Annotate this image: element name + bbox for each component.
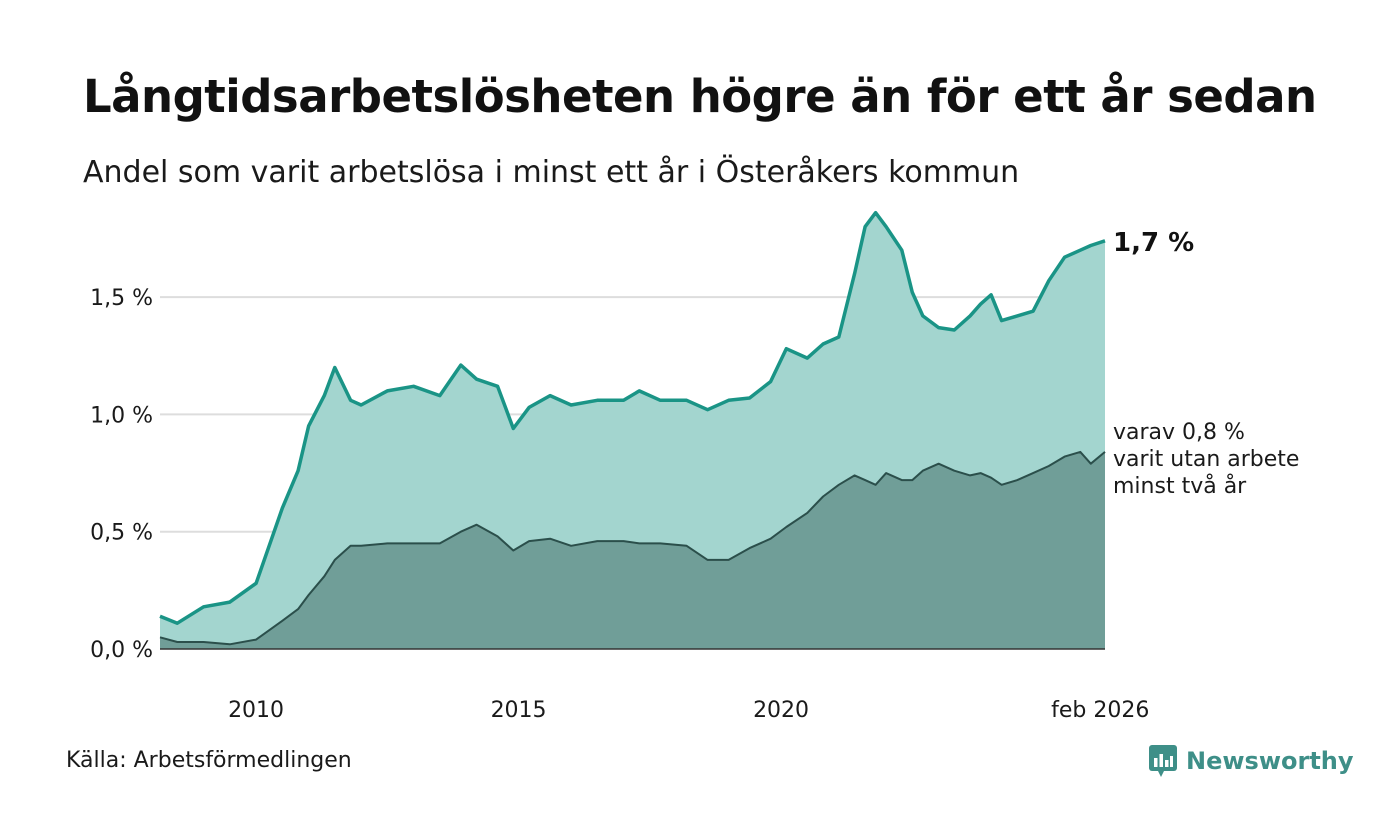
x-tick-label: 2015 <box>491 698 547 723</box>
y-tick-label: 1,0 % <box>90 403 153 428</box>
end-label-two-years: minst två år <box>1113 473 1247 499</box>
brand-name: Newsworthy <box>1186 747 1354 775</box>
end-label-two-years: varav 0,8 % <box>1113 420 1245 445</box>
end-label-two-years: varit utan arbete <box>1113 447 1299 472</box>
x-tick-label: feb 2026 <box>1051 698 1149 723</box>
end-label-one-year: 1,7 % <box>1113 228 1194 258</box>
series-line-one-year <box>159 210 1106 625</box>
y-tick-label: 1,5 % <box>90 286 153 311</box>
x-tick-label: 2020 <box>753 698 809 723</box>
source-note: Källa: Arbetsförmedlingen <box>66 748 352 773</box>
chart-title: Långtidsarbetslösheten högre än för ett … <box>83 70 1317 123</box>
brand-logo: Newsworthy <box>1148 744 1354 778</box>
y-tick-label: 0,5 % <box>90 521 153 546</box>
series-line-two-years <box>159 450 1106 646</box>
area-fill-two-years <box>160 451 1105 649</box>
y-tick-label: 0,0 % <box>90 638 153 663</box>
x-tick-label: 2010 <box>228 698 284 723</box>
chart-bubble-icon <box>1149 745 1177 777</box>
chart-subtitle: Andel som varit arbetslösa i minst ett å… <box>83 155 1020 190</box>
